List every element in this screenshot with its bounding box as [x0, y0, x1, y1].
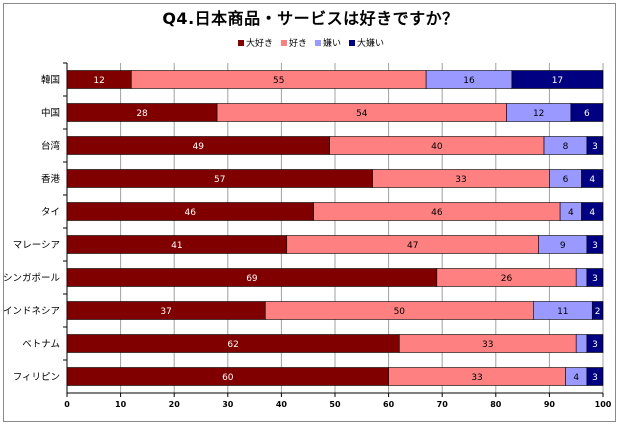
value-label-1-3: 6 [584, 109, 590, 119]
value-label-6-1: 26 [501, 274, 513, 284]
bar-2-3 [586, 136, 604, 155]
x-tick-label-4: 40 [276, 400, 288, 409]
bar-9-3 [586, 367, 604, 386]
x-tick-label-3: 30 [222, 400, 234, 409]
value-label-8-0: 62 [227, 340, 238, 350]
value-label-0-0: 12 [93, 76, 104, 86]
legend-label-0: 大好き [246, 39, 274, 49]
category-label-4: タイ [41, 207, 60, 218]
bar-1-3 [570, 103, 604, 122]
x-tick-label-7: 70 [437, 400, 449, 409]
value-label-6-3: 3 [592, 274, 598, 284]
bar-5-3 [586, 235, 604, 254]
legend-swatch-0 [238, 39, 244, 46]
legend: 大好き 好き 嫌い 大嫌い [238, 36, 384, 49]
value-label-5-1: 47 [407, 241, 418, 251]
value-label-4-0: 46 [185, 208, 197, 218]
x-tick-label-10: 100 [595, 400, 612, 409]
category-label-2: 台湾 [41, 140, 61, 152]
value-label-9-2: 4 [573, 373, 579, 383]
legend-item-2: 嫌い [315, 36, 341, 49]
value-label-0-3: 17 [552, 76, 563, 86]
legend-swatch-3 [349, 39, 356, 46]
bar-0-3 [511, 70, 604, 89]
value-label-6-0: 69 [246, 274, 258, 284]
legend-item-3: 大嫌い [349, 36, 384, 49]
legend-item-1: 好き [281, 36, 307, 49]
value-label-1-2: 12 [533, 109, 544, 119]
category-label-7: インドネシア [3, 306, 60, 317]
value-label-8-3: 3 [592, 340, 598, 350]
value-label-5-0: 41 [171, 241, 182, 251]
legend-label-2: 嫌い [323, 39, 342, 49]
value-label-3-1: 33 [455, 175, 466, 185]
bar-8-3 [586, 334, 604, 353]
value-label-7-0: 37 [160, 307, 171, 317]
value-label-1-0: 28 [136, 109, 148, 119]
legend-swatch-2 [315, 39, 322, 46]
value-label-5-3: 3 [592, 241, 598, 251]
value-label-3-0: 57 [214, 175, 225, 185]
value-label-8-1: 33 [482, 340, 493, 350]
category-label-0: 韓国 [41, 75, 60, 86]
chart-title: Q4.日本商品・サービスは好きですか？ [162, 9, 459, 28]
x-tick-label-0: 0 [64, 400, 70, 409]
value-label-3-2: 6 [563, 175, 569, 185]
category-label-8: ベトナム [22, 339, 60, 350]
value-label-0-2: 16 [463, 76, 475, 86]
bar-6-2 [575, 268, 588, 287]
value-label-9-1: 33 [471, 373, 482, 383]
legend-label-3: 大嫌い [357, 39, 385, 49]
category-label-9: フィリピン [13, 372, 60, 383]
x-tick-label-9: 90 [544, 400, 556, 409]
bar-3-3 [581, 169, 604, 188]
category-label-5: マレーシア [13, 240, 60, 251]
value-label-4-2: 4 [568, 208, 574, 218]
x-tick-label-5: 50 [329, 400, 341, 409]
category-label-6: シンガポール [3, 273, 61, 284]
category-label-3: 香港 [41, 173, 61, 185]
bar-7-3 [591, 301, 604, 320]
legend-label-1: 好き [289, 39, 308, 49]
value-label-2-1: 40 [431, 142, 443, 152]
x-tick-label-1: 10 [115, 400, 127, 409]
x-tick-label-8: 80 [490, 400, 502, 409]
value-label-2-2: 8 [563, 142, 569, 152]
x-tick-label-6: 60 [383, 400, 395, 409]
value-label-7-2: 11 [557, 307, 568, 317]
value-label-4-3: 4 [589, 208, 595, 218]
value-label-2-0: 49 [193, 142, 205, 152]
bar-4-3 [581, 202, 604, 221]
bar-6-3 [586, 268, 604, 287]
value-label-1-1: 54 [356, 109, 368, 119]
value-label-3-3: 4 [589, 175, 595, 185]
value-label-9-0: 60 [222, 373, 234, 383]
value-label-5-2: 9 [560, 241, 566, 251]
bar-8-2 [575, 334, 588, 353]
value-label-7-1: 50 [394, 307, 406, 317]
value-label-0-1: 55 [273, 76, 284, 86]
value-label-4-1: 46 [431, 208, 443, 218]
value-label-9-3: 3 [592, 373, 598, 383]
legend-swatch-1 [281, 39, 288, 46]
category-label-1: 中国 [41, 107, 60, 119]
value-label-7-3: 2 [595, 307, 601, 317]
x-tick-label-2: 20 [169, 400, 181, 409]
legend-item-0: 大好き [238, 36, 273, 49]
value-label-2-3: 3 [592, 142, 598, 152]
